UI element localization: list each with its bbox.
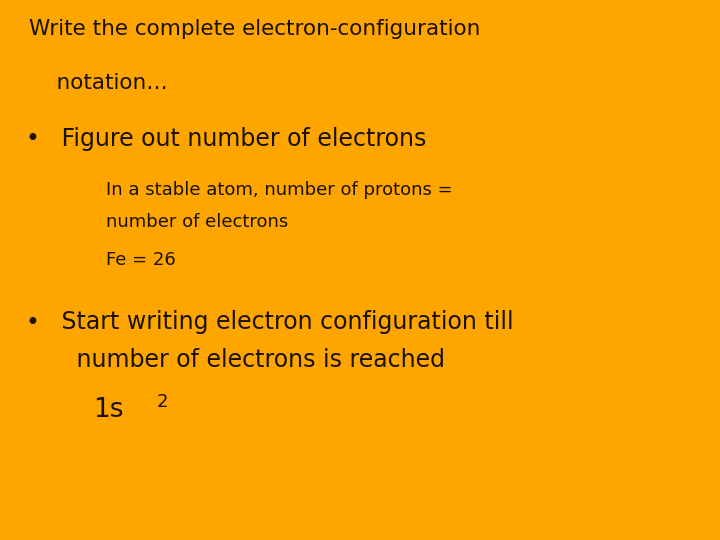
Text: Fe = 26: Fe = 26	[83, 251, 176, 269]
Text: Start writing electron configuration till: Start writing electron configuration til…	[54, 310, 513, 334]
Text: 1s: 1s	[94, 397, 124, 423]
Text: In a stable atom, number of protons =: In a stable atom, number of protons =	[83, 181, 452, 199]
Text: •: •	[25, 127, 39, 151]
Text: notation…: notation…	[29, 73, 168, 93]
Text: •: •	[25, 310, 39, 334]
Text: number of electrons: number of electrons	[83, 213, 288, 231]
Text: Figure out number of electrons: Figure out number of electrons	[54, 127, 426, 151]
Text: number of electrons is reached: number of electrons is reached	[54, 348, 445, 372]
Text: 2: 2	[157, 393, 168, 410]
Text: Write the complete electron-configuration: Write the complete electron-configuratio…	[29, 19, 480, 39]
